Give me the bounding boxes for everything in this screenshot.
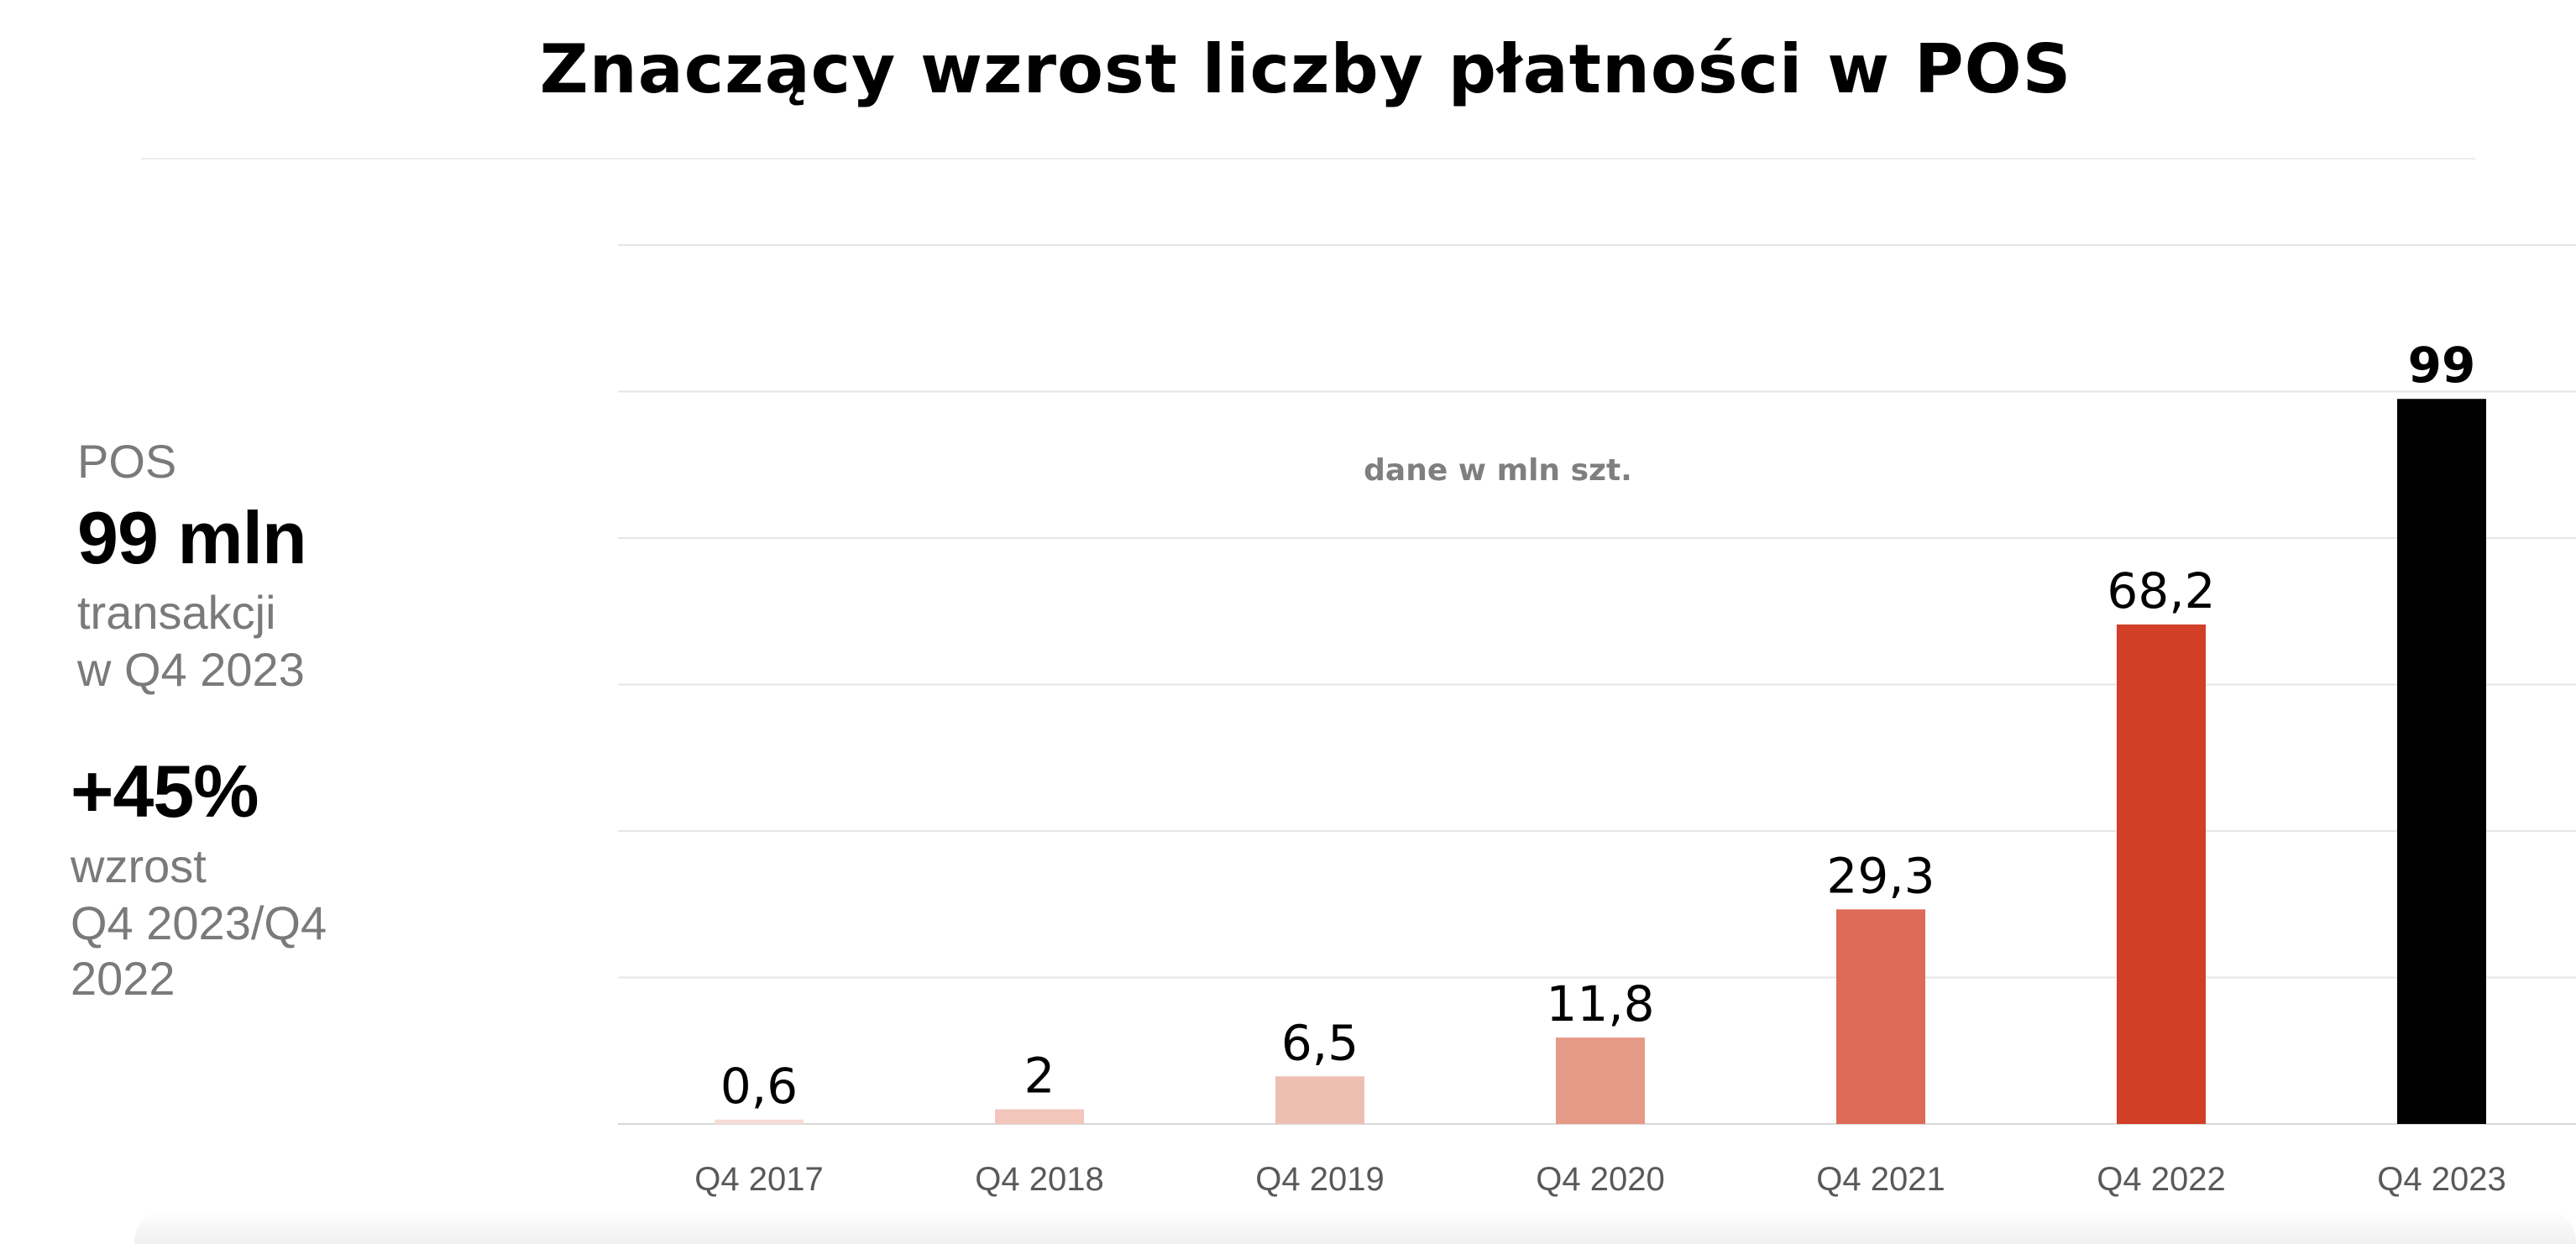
title-divider [141, 158, 2475, 159]
bar-q4-2020 [1556, 1038, 1645, 1124]
bar-q4-2023 [2397, 399, 2486, 1125]
transactions-desc-line2: w Q4 2023 [77, 643, 305, 696]
x-tick-label: Q4 2019 [1255, 1161, 1384, 1198]
data-label: 68,2 [2107, 562, 2215, 619]
x-tick-label: Q4 2022 [2097, 1161, 2225, 1198]
growth-desc-line2: Q4 2023/Q4 [71, 896, 327, 949]
data-label: 0,6 [720, 1058, 798, 1115]
bar-q4-2019 [1275, 1076, 1364, 1124]
unit-annotation: dane w mln szt. [1364, 453, 1632, 488]
x-tick-label: Q4 2017 [694, 1161, 823, 1198]
data-label: 99 [2408, 337, 2476, 394]
chart-title: Znaczący wzrost liczby płatności w POS [539, 30, 2072, 108]
data-label: 6,5 [1281, 1014, 1359, 1071]
data-label: 2 [1024, 1048, 1055, 1105]
x-tick-label: Q4 2018 [975, 1161, 1103, 1198]
bar-q4-2017 [715, 1119, 804, 1124]
pos-label: POS [77, 435, 177, 488]
bar-q4-2018 [995, 1109, 1084, 1124]
growth-desc-line1: wzrost [71, 839, 207, 892]
x-tick-label: Q4 2021 [1816, 1161, 1945, 1198]
data-label: 11,8 [1546, 975, 1654, 1032]
x-tick-label: Q4 2023 [2377, 1161, 2505, 1198]
x-tick-label: Q4 2020 [1536, 1161, 1664, 1198]
transactions-desc-line1: transakcji [77, 586, 276, 639]
data-label: 29,3 [1826, 847, 1935, 904]
bar-q4-2022 [2117, 624, 2206, 1124]
transactions-value: 99 mln [77, 496, 307, 579]
bar-q4-2021 [1836, 909, 1925, 1124]
growth-value: +45% [71, 750, 259, 833]
growth-desc-line3: 2022 [71, 952, 175, 1005]
bottom-shadow [134, 1209, 2576, 1244]
